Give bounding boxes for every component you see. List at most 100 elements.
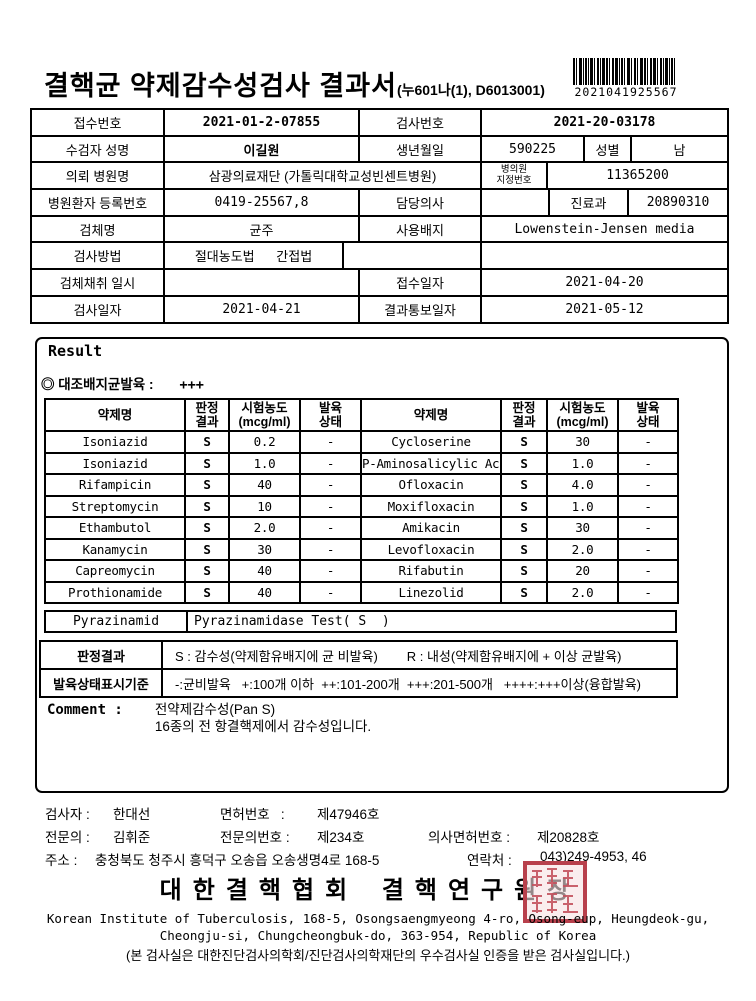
- drug-growth: -: [299, 580, 362, 604]
- contact-label: 연락처 :: [467, 853, 512, 868]
- pyrazinamid-row: Pyrazinamid Pyrazinamidase Test( S ): [44, 610, 677, 633]
- seal-stamp-image: [523, 861, 587, 923]
- info-row-hospital: 의뢰 병원명 삼광의료재단 (가톨릭대학교성빈센트병원) 병의원 지정번호 11…: [32, 163, 727, 191]
- hospital-code-label-line1: 병의원: [500, 164, 528, 176]
- info-row-registration: 병원환자 등록번호 0419-25567,8 담당의사 진료과 20890310: [32, 190, 727, 217]
- drug-conc: 40: [228, 559, 301, 583]
- specimen-value: 균주: [165, 216, 360, 242]
- collection-label: 검체채취 일시: [32, 270, 165, 295]
- comment-label: Comment :: [47, 702, 123, 718]
- drug-growth: -: [617, 516, 679, 540]
- hospital-code-label: 병의원 지정번호: [482, 163, 548, 189]
- examiner-line: 검사자 : 한대선 면허번호 : 제47946호: [0, 803, 756, 822]
- result-section-frame: [35, 337, 729, 793]
- drug-result: S: [500, 494, 548, 518]
- doctor-license-no: 제20828호: [537, 830, 600, 845]
- drug-conc: 0.2: [228, 430, 301, 454]
- legend-judgment-text: S : 감수성(약제함유배지에 균 비발육) R : 내성(약제함유배지에 + …: [175, 648, 622, 664]
- drug-growth: -: [299, 537, 362, 561]
- comment-line-2: 16종의 전 항결핵제에서 감수성입니다.: [154, 718, 372, 734]
- org-address-en-line1: Korean Institute of Tuberculosis, 168-5,…: [46, 911, 710, 926]
- examiner-name: 한대선: [113, 807, 151, 822]
- test-no-value: 2021-20-03178: [553, 114, 656, 130]
- control-growth-value: +++: [179, 377, 204, 393]
- drug-row: Isoniazid S 1.0- P-Aminosalicylic Acid S 1.0-: [44, 451, 679, 475]
- page-title-main: 결핵균 약제감수성검사 결과서: [44, 71, 397, 101]
- drug-result: S: [184, 494, 230, 518]
- drug-name: Prothionamide: [44, 580, 186, 604]
- drug-growth: -: [617, 580, 679, 604]
- org-address-en-line2: Cheongju-si, Chungcheongbuk-do, 363-954,…: [159, 928, 597, 943]
- drug-result: S: [500, 516, 548, 540]
- media-label: 사용배지: [360, 216, 482, 242]
- info-row-specimen: 검체명 균주 사용배지 Lowenstein-Jensen media: [32, 216, 727, 244]
- drug-result: S: [184, 473, 230, 497]
- drug-name: Streptomycin: [44, 494, 186, 518]
- sex-label: 성별: [585, 136, 632, 162]
- receive-date-value: 2021-04-20: [565, 274, 644, 290]
- legend-judgment-row: 판정결과 S : 감수성(약제함유배지에 균 비발육) R : 내성(약제함유배…: [41, 642, 676, 670]
- col-header-conc-left: 시험농도 (mcg/ml): [228, 398, 301, 432]
- drug-name: Levofloxacin: [360, 537, 502, 561]
- specialist-label: 전문의 :: [45, 830, 90, 845]
- drug-result: S: [500, 537, 548, 561]
- drug-name: P-Aminosalicylic Acid: [360, 451, 502, 475]
- barcode: 2021041925567: [572, 58, 680, 99]
- patient-reg-value: 0419-25567,8: [165, 190, 360, 215]
- page-title: 결핵균 약제감수성검사 결과서(누601나(1), D6013001): [44, 64, 545, 103]
- pyrazinamidase-test-result: Pyrazinamidase Test( S ): [194, 614, 390, 629]
- hospital-label: 의뢰 병원명: [32, 163, 165, 189]
- address-line: 주소 : 충청북도 청주시 흥덕구 오송읍 오송생명4로 168-5 연락처 :…: [0, 849, 756, 868]
- info-row-collection: 검체채취 일시 접수일자 2021-04-20: [32, 270, 727, 297]
- test-date-label: 검사일자: [32, 296, 165, 322]
- drug-name: Amikacin: [360, 516, 502, 540]
- drug-result: S: [184, 580, 230, 604]
- drug-name: Isoniazid: [44, 430, 186, 454]
- specimen-label: 검체명: [32, 216, 165, 242]
- drug-conc: 1.0: [228, 451, 301, 475]
- report-date-label: 결과통보일자: [360, 296, 482, 322]
- drug-growth: -: [299, 494, 362, 518]
- method-label: 검사방법: [32, 243, 165, 269]
- doctor-license-label: 의사면허번호 :: [428, 830, 511, 845]
- drug-name: Isoniazid: [44, 451, 186, 475]
- drug-susceptibility-table: 약제명 판정 결과 시험농도 (mcg/ml) 발육 상태 약제명 판정 결과 …: [44, 398, 679, 604]
- drug-growth: -: [617, 494, 679, 518]
- sex-value: 남: [673, 142, 686, 158]
- specialist-no: 제234호: [317, 830, 365, 845]
- birthdate-label: 생년월일: [360, 136, 482, 162]
- license-number: 제47946호: [317, 807, 380, 822]
- drug-conc: 1.0: [546, 451, 619, 475]
- drug-name: Capreomycin: [44, 559, 186, 583]
- drug-result: S: [500, 451, 548, 475]
- col-header-result-right: 판정 결과: [500, 398, 548, 432]
- hospital-code-value: 11365200: [606, 168, 669, 184]
- comment-section: Comment : 전약제감수성(Pan S) 16종의 전 항결핵제에서 감수…: [47, 702, 371, 736]
- hospital-code-label-line2: 지정번호: [496, 174, 532, 186]
- drug-growth: -: [299, 559, 362, 583]
- drug-result: S: [184, 537, 230, 561]
- specialist-line: 전문의 : 김휘준 전문의번호 : 제234호 의사면허번호 : 제20828호: [0, 826, 756, 845]
- drug-name: Ofloxacin: [360, 473, 502, 497]
- report-date-value: 2021-05-12: [565, 301, 644, 317]
- organization-title: 대한결핵협회 결핵연구원장: [159, 877, 581, 904]
- patient-info-table: 접수번호 2021-01-2-07855 검사번호 2021-20-03178 …: [30, 108, 729, 324]
- address-label: 주소 :: [45, 853, 78, 868]
- legend-box: 판정결과 S : 감수성(약제함유배지에 균 비발육) R : 내성(약제함유배…: [39, 640, 678, 698]
- official-seal-stamp: [523, 861, 587, 923]
- receipt-no-label: 접수번호: [32, 110, 165, 135]
- col-header-drug-left: 약제명: [44, 398, 186, 432]
- control-growth-line: ◎ 대조배지균발육 : +++: [41, 373, 204, 393]
- drug-table-header-row: 약제명 판정 결과 시험농도 (mcg/ml) 발육 상태 약제명 판정 결과 …: [44, 398, 679, 432]
- receipt-no-value: 2021-01-2-07855: [165, 110, 360, 135]
- drug-row: Prothionamide S 40- Linezolid S 2.0-: [44, 580, 679, 604]
- method-empty-cell: [344, 243, 482, 269]
- patient-name-value: 이길원: [165, 136, 360, 162]
- drug-row: Ethambutol S 2.0- Amikacin S 30-: [44, 516, 679, 540]
- drug-name: Kanamycin: [44, 537, 186, 561]
- hospital-value: 삼광의료재단 (가톨릭대학교성빈센트병원): [165, 163, 482, 189]
- test-no-label: 검사번호: [360, 110, 482, 135]
- receive-date-label: 접수일자: [360, 270, 482, 295]
- drug-conc: 4.0: [546, 473, 619, 497]
- license-label: 면허번호 :: [220, 807, 285, 822]
